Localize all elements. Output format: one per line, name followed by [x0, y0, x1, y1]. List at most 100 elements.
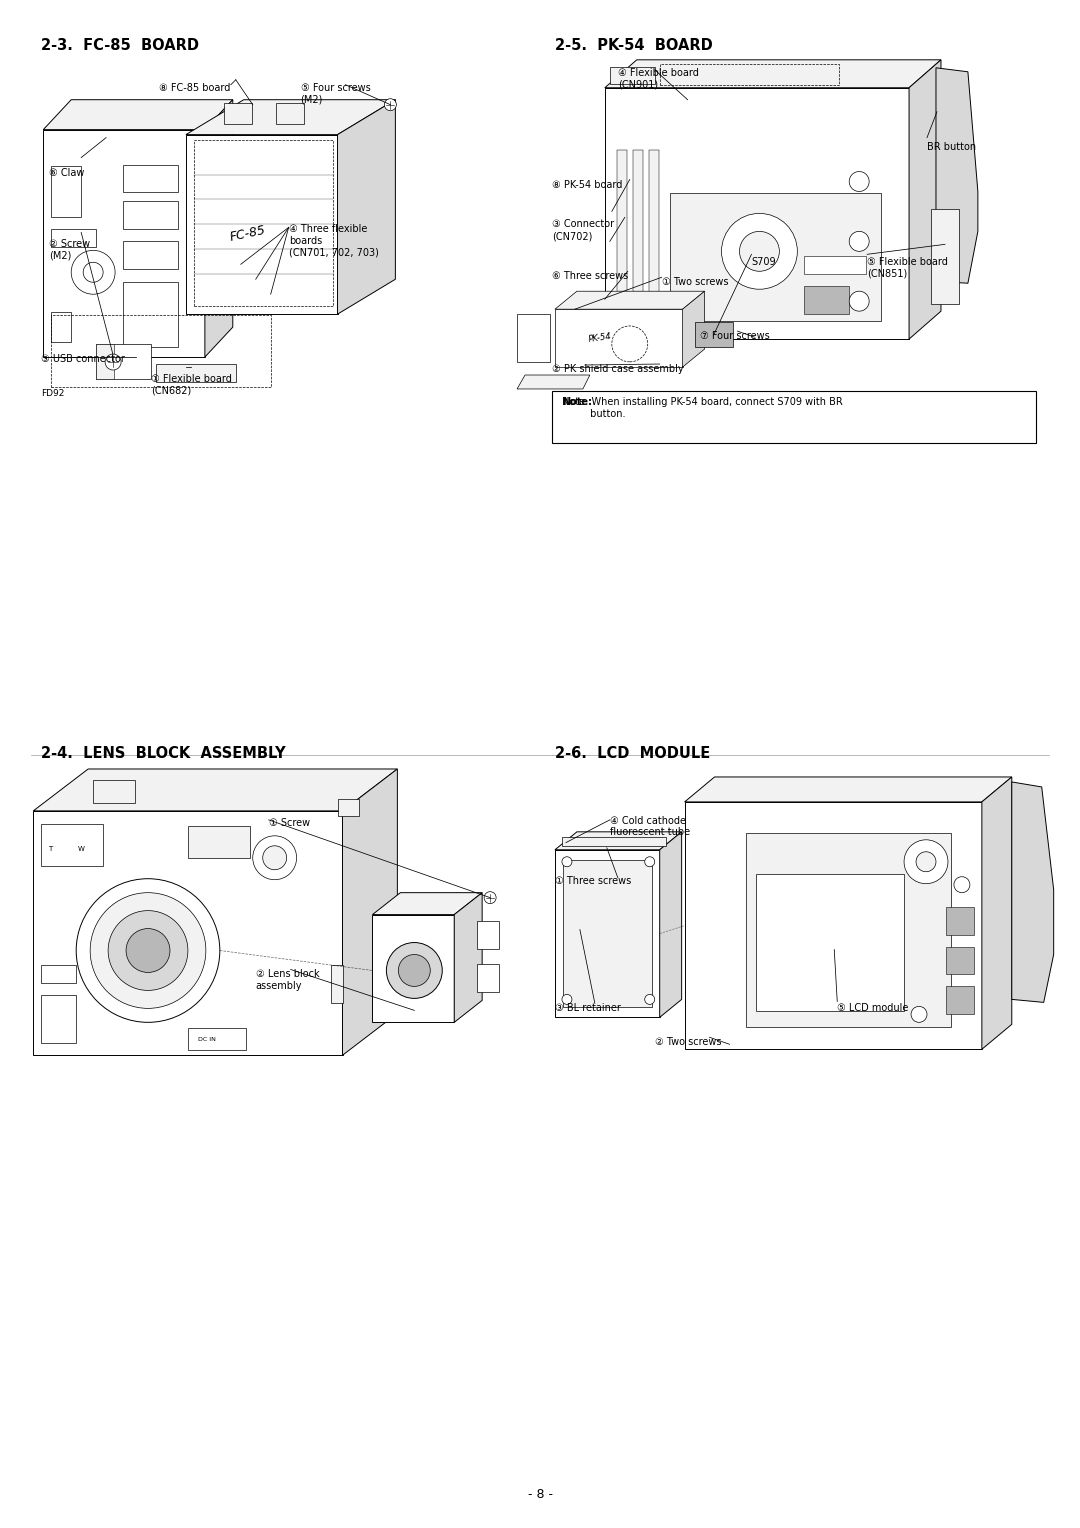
- Text: ⑤ Flexible board
(CN851): ⑤ Flexible board (CN851): [867, 257, 948, 280]
- Polygon shape: [605, 87, 909, 339]
- Text: ② Two screws: ② Two screws: [654, 1038, 721, 1047]
- Circle shape: [83, 263, 103, 283]
- Text: FD92: FD92: [41, 390, 65, 397]
- Text: ② Lens block
assembly: ② Lens block assembly: [256, 969, 320, 992]
- Polygon shape: [338, 99, 395, 315]
- Polygon shape: [982, 776, 1012, 1050]
- Circle shape: [105, 354, 121, 370]
- Bar: [946, 946, 974, 975]
- Bar: [123, 202, 178, 229]
- Polygon shape: [605, 60, 941, 87]
- Polygon shape: [555, 309, 683, 367]
- Circle shape: [262, 847, 286, 869]
- Bar: [96, 344, 151, 379]
- Circle shape: [90, 892, 206, 1008]
- Text: 2-3.  FC-85  BOARD: 2-3. FC-85 BOARD: [41, 38, 200, 53]
- Text: ③ USB connector: ③ USB connector: [41, 354, 125, 364]
- Text: ⑧ FC-85 board: ⑧ FC-85 board: [159, 83, 230, 93]
- Bar: [552, 391, 1036, 443]
- Polygon shape: [33, 769, 397, 811]
- Bar: [123, 241, 178, 269]
- Circle shape: [721, 214, 797, 289]
- Text: PK-54: PK-54: [588, 332, 612, 344]
- Bar: [670, 194, 881, 321]
- Text: W: W: [78, 847, 85, 851]
- Bar: [477, 920, 499, 949]
- Circle shape: [387, 943, 442, 998]
- Bar: [477, 964, 499, 992]
- Bar: [330, 966, 342, 1004]
- Polygon shape: [555, 850, 660, 1018]
- Text: ⑧ PK-54 board: ⑧ PK-54 board: [552, 179, 622, 189]
- Circle shape: [849, 292, 869, 312]
- Polygon shape: [685, 802, 982, 1050]
- Bar: [51, 312, 71, 342]
- Circle shape: [954, 877, 970, 892]
- Bar: [610, 67, 654, 84]
- Circle shape: [77, 879, 220, 1022]
- Bar: [156, 364, 235, 382]
- Circle shape: [916, 851, 936, 871]
- Text: ④ Cold cathode
fluorescent tube: ④ Cold cathode fluorescent tube: [610, 816, 690, 837]
- Bar: [123, 165, 178, 193]
- Bar: [51, 165, 81, 217]
- Bar: [931, 209, 959, 304]
- Circle shape: [645, 857, 654, 866]
- Polygon shape: [517, 315, 550, 362]
- Bar: [633, 150, 643, 312]
- Bar: [805, 257, 866, 274]
- Bar: [96, 344, 114, 379]
- Bar: [188, 1028, 246, 1050]
- Circle shape: [126, 929, 170, 972]
- Circle shape: [562, 857, 572, 866]
- Polygon shape: [43, 99, 233, 130]
- Text: ⑤ LCD module: ⑤ LCD module: [837, 1004, 908, 1013]
- Circle shape: [399, 955, 430, 987]
- Bar: [562, 837, 666, 847]
- Bar: [188, 825, 249, 857]
- Polygon shape: [909, 60, 941, 339]
- Bar: [93, 779, 135, 802]
- Text: ③ Connector
(CN702): ③ Connector (CN702): [552, 220, 615, 241]
- Polygon shape: [373, 915, 455, 1022]
- Text: ⑥ Three screws: ⑥ Three screws: [552, 272, 629, 281]
- Text: ① Three screws: ① Three screws: [555, 876, 631, 886]
- Text: ① Screw: ① Screw: [269, 817, 310, 828]
- Bar: [805, 286, 849, 315]
- Text: 2-5.  PK-54  BOARD: 2-5. PK-54 BOARD: [555, 38, 713, 53]
- Polygon shape: [555, 831, 681, 850]
- Bar: [946, 906, 974, 935]
- Text: FC-85: FC-85: [229, 223, 267, 243]
- Bar: [617, 150, 626, 312]
- Circle shape: [904, 840, 948, 883]
- Bar: [41, 966, 77, 984]
- Text: 2-4.  LENS  BLOCK  ASSEMBLY: 2-4. LENS BLOCK ASSEMBLY: [41, 746, 286, 761]
- Text: ① Two screws: ① Two screws: [662, 277, 728, 287]
- Circle shape: [108, 911, 188, 990]
- Bar: [563, 860, 651, 1007]
- Bar: [51, 229, 96, 248]
- Polygon shape: [685, 776, 1012, 802]
- Bar: [224, 104, 252, 124]
- Polygon shape: [936, 67, 977, 283]
- Circle shape: [562, 995, 572, 1004]
- Text: - 8 -: - 8 -: [527, 1488, 553, 1500]
- Circle shape: [384, 99, 396, 110]
- Polygon shape: [455, 892, 482, 1022]
- Polygon shape: [186, 134, 338, 315]
- Polygon shape: [683, 292, 704, 367]
- Text: S709: S709: [752, 257, 777, 267]
- Text: ④ Three flexible
boards
(CN701, 702, 703): ④ Three flexible boards (CN701, 702, 703…: [288, 225, 378, 258]
- Text: ⑤ Four screws
(M2): ⑤ Four screws (M2): [300, 83, 370, 104]
- Text: BR button: BR button: [927, 142, 976, 151]
- Bar: [756, 874, 904, 1012]
- Polygon shape: [517, 374, 590, 390]
- Circle shape: [849, 171, 869, 191]
- Bar: [694, 322, 732, 347]
- Polygon shape: [555, 292, 704, 309]
- Bar: [51, 315, 271, 387]
- Circle shape: [740, 231, 780, 272]
- Bar: [123, 283, 178, 347]
- Text: ③ BL retainer: ③ BL retainer: [555, 1004, 621, 1013]
- Circle shape: [849, 231, 869, 251]
